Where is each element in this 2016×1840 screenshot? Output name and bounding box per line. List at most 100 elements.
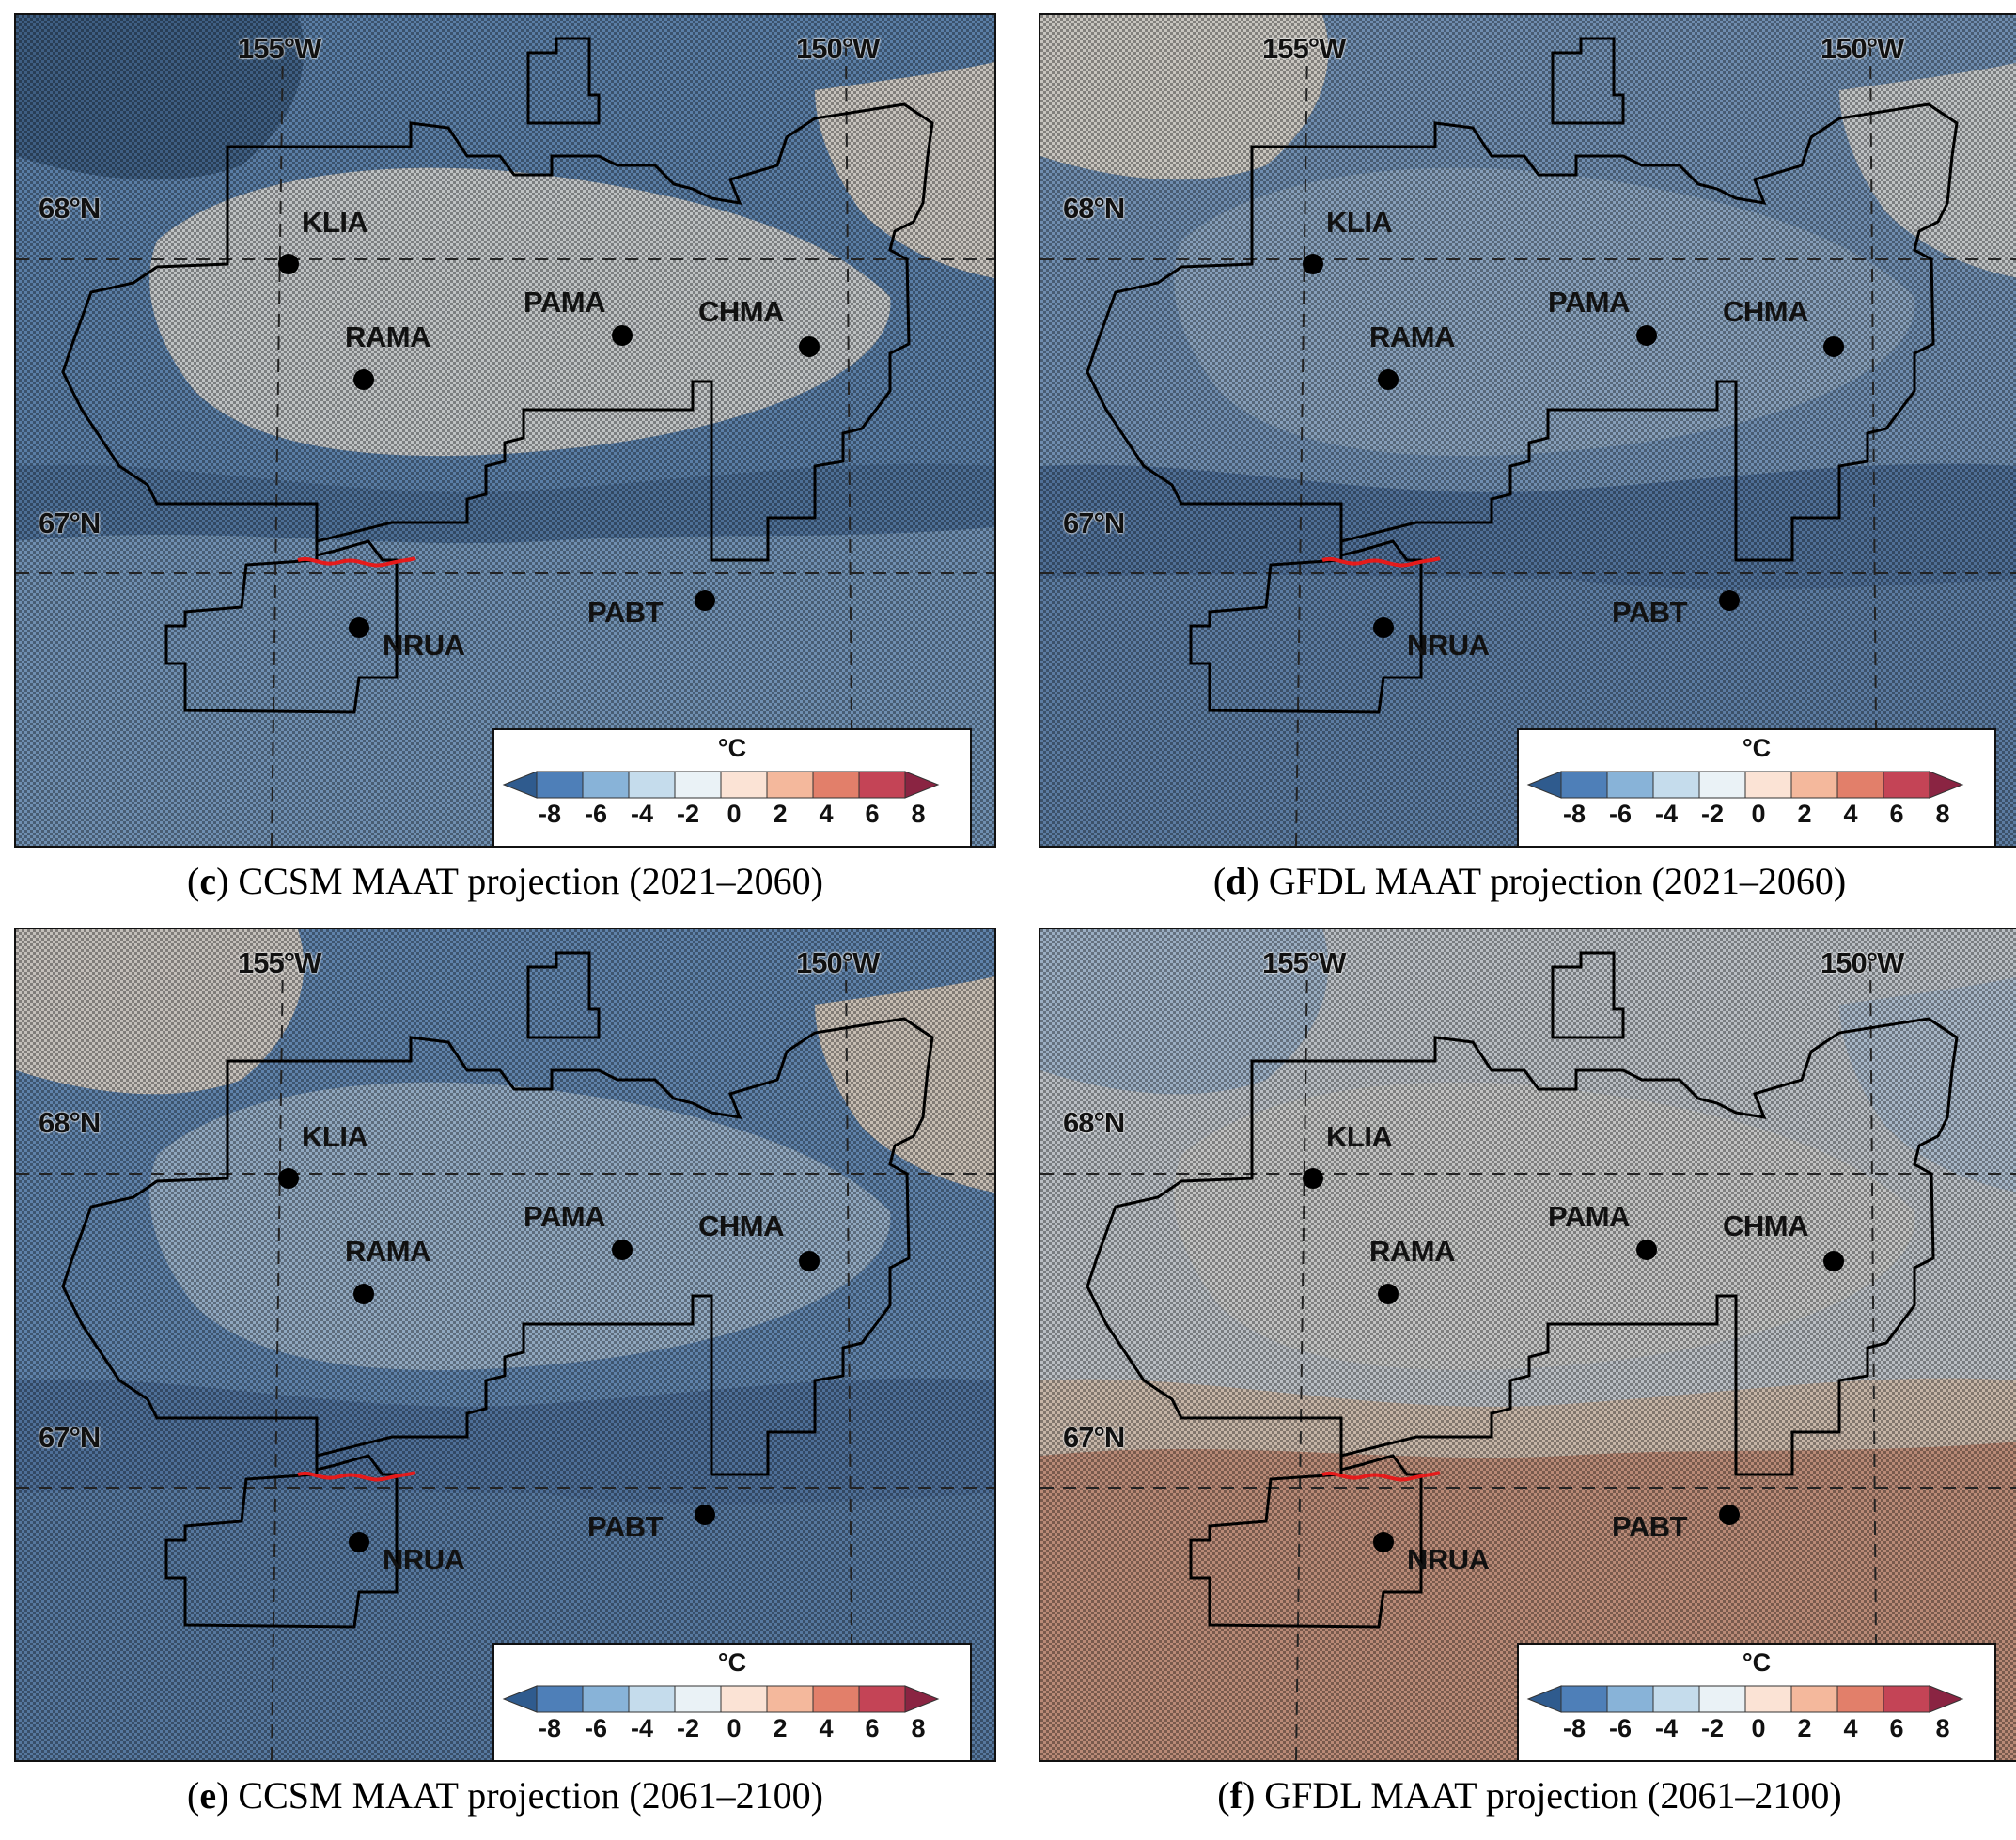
colorbar-unit: °C: [1742, 734, 1772, 762]
station-dot-pabt: [1719, 590, 1740, 611]
station-dot-pama: [1636, 1240, 1657, 1260]
lon-label-150w: 150°W: [1821, 946, 1904, 979]
station-label-klia: KLIA: [1326, 1120, 1393, 1153]
colorbar-swatch: [1652, 1685, 1700, 1713]
road-segment: [1321, 556, 1441, 568]
station-label-nrua: NRUA: [1407, 1543, 1490, 1576]
station-label-nrua: NRUA: [383, 629, 465, 662]
station-label-pabt: PABT: [1612, 1510, 1688, 1543]
stipple-overlay: [1040, 15, 2016, 846]
colorbar-swatch: [766, 1685, 814, 1713]
colorbar-tick: -2: [676, 1714, 699, 1742]
station-label-rama: RAMA: [345, 1235, 431, 1268]
stipple-overlay: [16, 929, 994, 1760]
lat-label-67n: 67°N: [39, 507, 101, 539]
panel-caption: (e) CCSM MAAT projection (2061–2100): [186, 1774, 824, 1817]
colorbar-ticks: -8 -6 -4 -2 0 2 4 6 8: [1519, 800, 1994, 828]
map-svg: [16, 15, 994, 846]
colorbar-swatch: [1836, 1685, 1884, 1713]
panel-caption-text: CCSM MAAT projection (2021–2060): [228, 860, 824, 902]
colorbar-tick: -6: [584, 1714, 607, 1742]
station-label-rama: RAMA: [1369, 320, 1456, 353]
colorbar-swatch: [536, 771, 584, 799]
northern-boundary-parcel: [1551, 37, 1625, 125]
colorbar-swatch: [1744, 771, 1792, 799]
colorbar-legend: °C -8 -6 -4 -2 0 2 4 6 8: [492, 1643, 972, 1762]
station-dot-nrua: [1373, 617, 1394, 638]
colorbar-swatch: [766, 771, 814, 799]
colorbar-swatch: [1606, 771, 1654, 799]
colorbar-swatch: [582, 1685, 630, 1713]
colorbar-upper-arrow: [1929, 771, 1964, 799]
station-label-pabt: PABT: [587, 1510, 664, 1543]
station-label-chma: CHMA: [1723, 1209, 1809, 1242]
colorbar-swatch: [582, 771, 630, 799]
panel-letter: f: [1229, 1774, 1242, 1817]
colorbar-tick: 0: [727, 800, 742, 828]
station-label-pama: PAMA: [1548, 1200, 1630, 1233]
colorbar-tick: 2: [1797, 800, 1812, 828]
colorbar-tick: -4: [630, 1714, 653, 1742]
station-dot-chma: [799, 336, 820, 357]
colorbar-swatch: [720, 771, 768, 799]
colorbar-swatch: [1836, 771, 1884, 799]
northern-boundary-parcel: [526, 37, 601, 125]
colorbar-swatch: [812, 771, 860, 799]
lon-label-155w: 155°W: [238, 946, 321, 979]
colorbar-upper-arrow: [1929, 1685, 1964, 1713]
colorbar-unit: °C: [717, 1648, 747, 1676]
map-svg: [1040, 15, 2016, 846]
northern-boundary-parcel: [526, 951, 601, 1039]
colorbar-upper-arrow: [904, 1685, 940, 1713]
colorbar-tick: 0: [727, 1714, 742, 1742]
panel-d: 155°W 150°W 68°N 67°N KLIA RAMA PAMA CHM…: [1039, 13, 2016, 925]
colorbar-tick: 6: [865, 1714, 880, 1742]
panel-caption-text: CCSM MAAT projection (2061–2100): [228, 1774, 824, 1817]
panel-caption: (c) CCSM MAAT projection (2021–2060): [186, 860, 824, 902]
station-label-pabt: PABT: [1612, 596, 1688, 629]
colorbar: [502, 1685, 940, 1713]
station-label-chma: CHMA: [698, 1209, 785, 1242]
colorbar-tick: 2: [773, 800, 788, 828]
lat-label-67n: 67°N: [1063, 507, 1125, 539]
lon-label-150w: 150°W: [1821, 32, 1904, 65]
stipple-overlay: [1040, 929, 2016, 1760]
colorbar-tick: 4: [1843, 1714, 1858, 1742]
colorbar-swatch: [1790, 771, 1838, 799]
panel-caption: (d) GFDL MAAT projection (2021–2060): [1212, 860, 1847, 902]
lat-label-68n: 68°N: [39, 1106, 101, 1139]
colorbar-legend: °C -8 -6 -4 -2 0 2 4 6 8: [1517, 1643, 1996, 1762]
lat-label-68n: 68°N: [39, 192, 101, 225]
station-dot-chma: [1823, 1251, 1844, 1271]
colorbar-tick: 8: [911, 800, 926, 828]
station-dot-rama: [1378, 369, 1399, 390]
colorbar-swatch: [674, 1685, 722, 1713]
study-area-boundary: [1086, 1017, 1959, 1629]
lon-label-150w: 150°W: [796, 32, 880, 65]
station-label-rama: RAMA: [345, 320, 431, 353]
station-dot-pabt: [695, 1505, 715, 1525]
station-label-klia: KLIA: [302, 206, 368, 239]
station-dot-pama: [1636, 325, 1657, 346]
colorbar-tick: -4: [1654, 1714, 1678, 1742]
map-frame: [14, 928, 996, 1762]
station-dot-pabt: [1719, 1505, 1740, 1525]
lon-label-155w: 155°W: [1262, 946, 1346, 979]
colorbar-swatch: [1744, 1685, 1792, 1713]
colorbar-swatch: [1698, 771, 1746, 799]
map-frame: [14, 13, 996, 848]
station-dot-chma: [799, 1251, 820, 1271]
panel-c: 155°W 150°W 68°N 67°N KLIA RAMA PAMA CHM…: [14, 13, 996, 925]
station-dot-nrua: [349, 1532, 369, 1552]
colorbar-tick: -8: [1562, 1714, 1586, 1742]
colorbar-lower-arrow: [502, 771, 538, 799]
study-area-boundary: [61, 102, 934, 714]
lat-label-68n: 68°N: [1063, 192, 1125, 225]
station-dot-pama: [612, 325, 633, 346]
station-label-klia: KLIA: [1326, 206, 1393, 239]
colorbar-swatch: [1560, 771, 1608, 799]
colorbar-swatch: [812, 1685, 860, 1713]
lat-label-67n: 67°N: [1063, 1421, 1125, 1454]
station-label-chma: CHMA: [1723, 295, 1809, 328]
panel-letter: c: [199, 860, 217, 902]
